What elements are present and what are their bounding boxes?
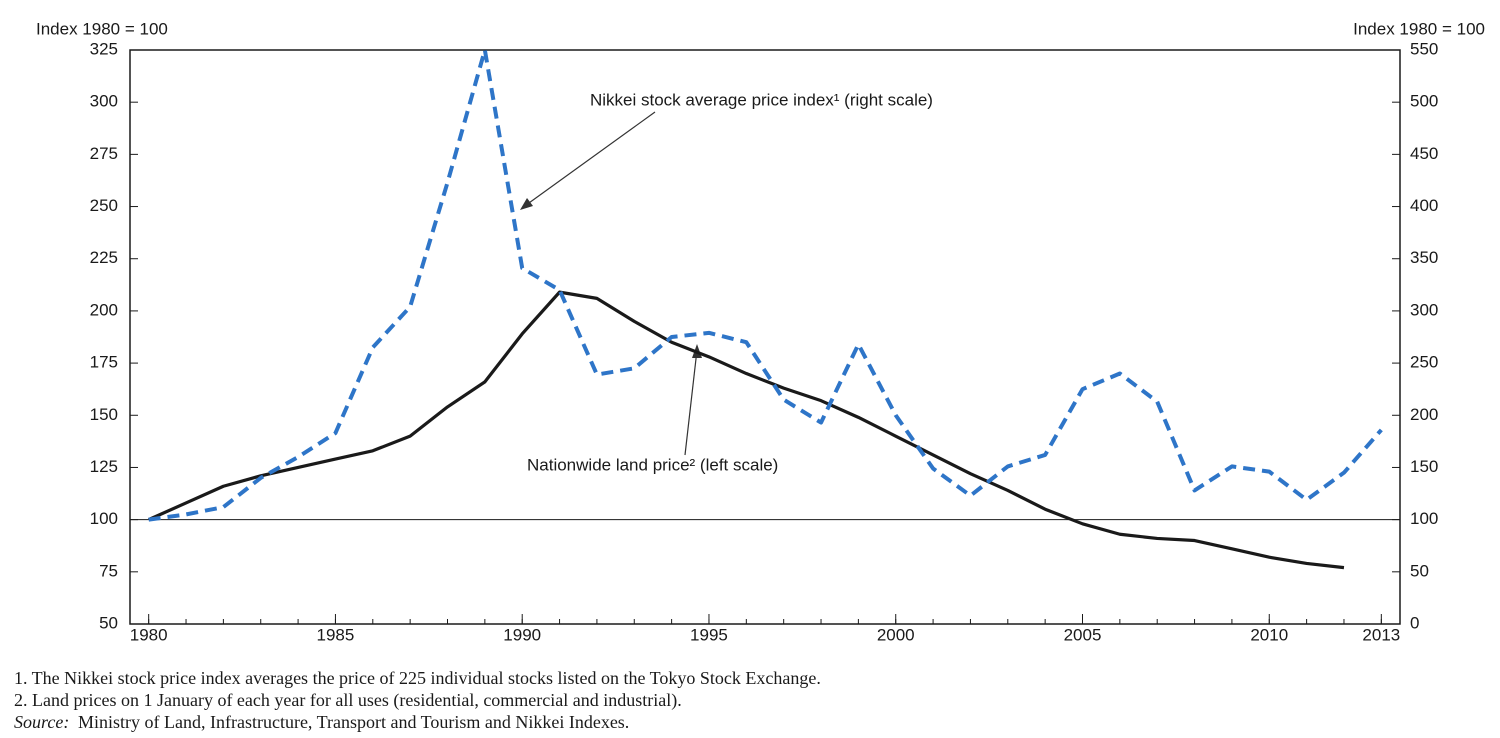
y-tick-label: 75 xyxy=(99,561,118,580)
annotation-arrow xyxy=(684,349,698,456)
y2-tick-label: 400 xyxy=(1410,196,1438,215)
y-tick-label: 325 xyxy=(90,39,118,58)
y2-tick-label: 300 xyxy=(1410,300,1438,319)
y-axis-label: Index 1980 = 100 xyxy=(36,19,168,38)
y2-tick-label: 450 xyxy=(1410,144,1438,163)
x-tick-label: 1985 xyxy=(317,625,355,644)
y2-tick-label: 0 xyxy=(1410,613,1419,632)
y2-tick-label: 500 xyxy=(1410,92,1438,111)
x-tick-label: 1995 xyxy=(690,625,728,644)
footnote: 2. Land prices on 1 January of each year… xyxy=(14,690,682,711)
y2-axis-label: Index 1980 = 100 xyxy=(1353,19,1485,38)
x-tick-label: 2000 xyxy=(877,625,915,644)
y-tick-label: 275 xyxy=(90,144,118,163)
y-tick-label: 175 xyxy=(90,353,118,372)
y-tick-label: 50 xyxy=(99,613,118,632)
annotation-arrow xyxy=(521,111,656,209)
y-tick-label: 250 xyxy=(90,196,118,215)
y2-tick-label: 150 xyxy=(1410,457,1438,476)
source: Ministry of Land, Infrastructure, Transp… xyxy=(78,712,629,732)
y-tick-label: 100 xyxy=(90,509,118,528)
y2-tick-label: 550 xyxy=(1410,39,1438,58)
x-tick-label: 2010 xyxy=(1250,625,1288,644)
footnote: 1. The Nikkei stock price index averages… xyxy=(14,668,821,688)
y2-tick-label: 350 xyxy=(1410,248,1438,267)
y2-tick-label: 50 xyxy=(1410,561,1429,580)
y-tick-label: 125 xyxy=(90,457,118,476)
x-tick-label: 1980 xyxy=(130,625,168,644)
series-line xyxy=(148,48,1383,522)
y-tick-label: 300 xyxy=(90,92,118,111)
y-tick-label: 150 xyxy=(90,405,118,424)
y2-tick-label: 100 xyxy=(1410,509,1438,528)
annotation: Nationwide land price² (left scale) xyxy=(527,455,778,474)
x-tick-label: 2005 xyxy=(1064,625,1102,644)
plot-frame xyxy=(129,49,1401,625)
series-line xyxy=(148,290,1345,570)
y2-tick-label: 200 xyxy=(1410,405,1438,424)
y-tick-label: 225 xyxy=(90,248,118,267)
x-tick-label: 1990 xyxy=(503,625,541,644)
y2-tick-label: 250 xyxy=(1410,353,1438,372)
arrow-head xyxy=(520,198,533,210)
annotation: Nikkei stock average price index¹ (right… xyxy=(590,90,933,109)
source-label: Source: xyxy=(14,712,69,732)
x-tick-label: 2013 xyxy=(1362,625,1400,644)
y-tick-label: 200 xyxy=(90,300,118,319)
